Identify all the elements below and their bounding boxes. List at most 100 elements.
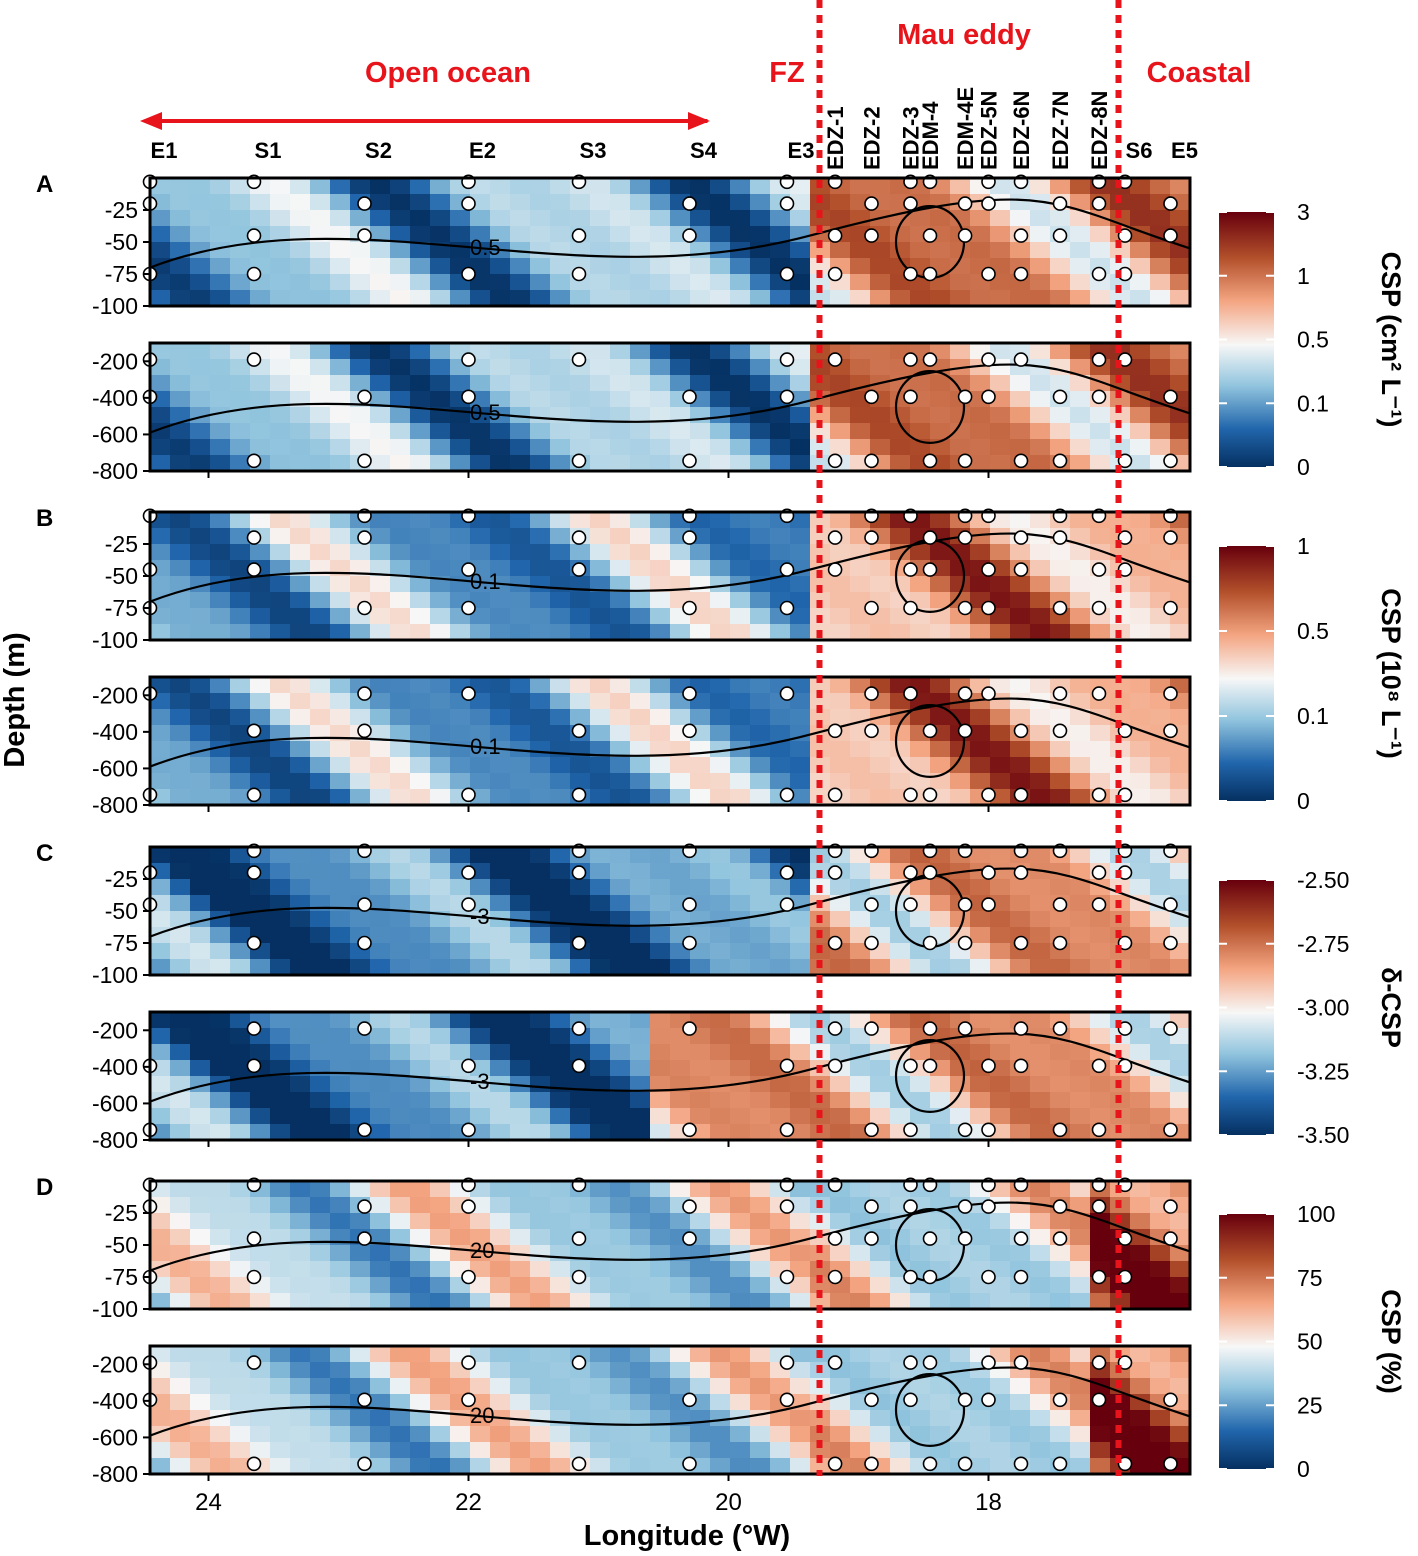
sample-point xyxy=(864,196,879,211)
heatmap-cell xyxy=(490,1197,511,1214)
sample-point xyxy=(357,686,372,701)
heatmap-cell xyxy=(310,1394,331,1411)
heatmap-cell xyxy=(1050,741,1071,758)
heatmap-cell xyxy=(550,290,571,307)
heatmap-cell xyxy=(450,624,471,641)
heatmap-cell xyxy=(470,592,491,609)
heatmap-cell xyxy=(230,927,251,944)
sample-point xyxy=(357,1021,372,1036)
heatmap-cell xyxy=(930,677,951,694)
sample-point xyxy=(571,787,587,803)
heatmap-cell xyxy=(470,343,491,360)
heatmap-cell xyxy=(1070,1197,1091,1214)
heatmap-cell xyxy=(390,709,411,726)
heatmap-cell xyxy=(190,624,211,641)
heatmap-cell xyxy=(490,1124,511,1141)
heatmap-cell xyxy=(890,741,911,758)
heatmap-cell xyxy=(390,178,411,195)
colorbar-tick-label: 50 xyxy=(1297,1329,1323,1355)
sample-point xyxy=(903,1122,918,1138)
heatmap-cell xyxy=(410,879,431,896)
heatmap-cell xyxy=(490,1442,511,1459)
heatmap-cell xyxy=(190,959,211,976)
heatmap-cell xyxy=(390,1076,411,1093)
heatmap-cell xyxy=(590,1378,611,1395)
heatmap-cell xyxy=(750,210,771,227)
heatmap-cell xyxy=(390,1197,411,1214)
colorbar-tick-label: 3 xyxy=(1297,199,1310,225)
heatmap-cell xyxy=(390,210,411,227)
heatmap-cell xyxy=(390,1293,411,1310)
heatmap-cell xyxy=(630,1261,651,1278)
heatmap-cell xyxy=(150,1229,171,1246)
heatmap-cell xyxy=(230,757,251,774)
heatmap-cell xyxy=(530,1060,551,1077)
heatmap-cell xyxy=(510,1394,531,1411)
heatmap-cell xyxy=(730,455,751,472)
sample-point xyxy=(903,1199,918,1214)
heatmap-cell xyxy=(510,863,531,880)
heatmap-cell xyxy=(850,1076,871,1093)
heatmap-cell xyxy=(750,1458,771,1475)
heatmap-cell xyxy=(430,391,451,408)
heatmap-cell xyxy=(750,1362,771,1379)
heatmap-cell xyxy=(1170,210,1191,227)
heatmap-cell xyxy=(230,226,251,243)
sample-point xyxy=(461,600,476,616)
heatmap-cell xyxy=(1130,943,1151,960)
heatmap-cell xyxy=(1130,576,1151,593)
heatmap-cell xyxy=(410,677,431,694)
heatmap-cell xyxy=(730,757,751,774)
heatmap-cell xyxy=(810,528,831,545)
heatmap-cell xyxy=(690,1060,711,1077)
sample-point xyxy=(461,352,476,367)
station-label: S1 xyxy=(255,138,282,163)
heatmap-cell xyxy=(1130,1044,1151,1061)
heatmap-cell xyxy=(970,741,991,758)
region-label: FZ xyxy=(769,57,804,89)
sample-point xyxy=(922,1058,938,1074)
heatmap-cell xyxy=(750,1124,771,1141)
heatmap-cell xyxy=(590,1012,611,1029)
heatmap-cell xyxy=(510,258,531,275)
heatmap-cell xyxy=(870,242,891,259)
sample-point xyxy=(957,196,973,211)
colorbar-tick-label: 0 xyxy=(1297,788,1310,814)
heatmap-cell xyxy=(1130,290,1151,307)
heatmap-cell xyxy=(1070,757,1091,774)
heatmap-cell xyxy=(650,895,671,912)
heatmap-cell xyxy=(310,677,331,694)
heatmap-cell xyxy=(1170,258,1191,275)
heatmap-cell xyxy=(330,1293,351,1310)
heatmap-cell xyxy=(590,194,611,211)
heatmap-cell xyxy=(430,512,451,529)
heatmap-cell xyxy=(710,258,731,275)
heatmap-cell xyxy=(290,863,311,880)
heatmap-cell xyxy=(1150,879,1171,896)
heatmap-cell xyxy=(1170,1213,1191,1230)
heatmap-cell xyxy=(210,693,231,710)
heatmap-cell xyxy=(430,423,451,440)
heatmap-cell xyxy=(630,528,651,545)
heatmap-cell xyxy=(790,1245,811,1262)
sample-point xyxy=(903,266,918,282)
heatmap-cell xyxy=(690,1410,711,1427)
heatmap-cell xyxy=(630,1012,651,1029)
heatmap-cell xyxy=(330,290,351,307)
heatmap-cell xyxy=(470,1426,491,1443)
heatmap-cell xyxy=(290,375,311,392)
heatmap-cell xyxy=(510,1197,531,1214)
heatmap-cell xyxy=(510,1213,531,1230)
heatmap-cell xyxy=(1070,1410,1091,1427)
heatmap-cell xyxy=(590,1213,611,1230)
heatmap-cell xyxy=(830,592,851,609)
heatmap-cell xyxy=(550,741,571,758)
heatmap-cell xyxy=(450,1092,471,1109)
heatmap-cell xyxy=(430,544,451,561)
region-label: Coastal xyxy=(1147,57,1252,89)
heatmap-cell xyxy=(330,943,351,960)
heatmap-cell xyxy=(1170,1277,1191,1294)
heatmap-cell xyxy=(550,959,571,976)
heatmap-cell xyxy=(530,895,551,912)
heatmap-cell xyxy=(530,1076,551,1093)
